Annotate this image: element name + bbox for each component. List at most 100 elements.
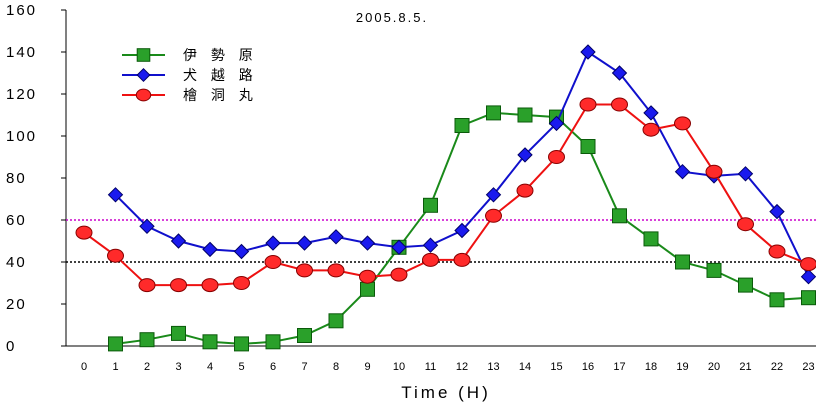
y-tick-label: 20 — [6, 296, 27, 313]
y-tick-label: 120 — [6, 86, 37, 103]
series-1 — [108, 105, 816, 352]
data-point — [201, 278, 219, 293]
data-point — [139, 332, 155, 348]
x-tick-label: 2 — [144, 361, 150, 373]
x-tick-label: 3 — [175, 361, 181, 373]
data-point — [107, 187, 124, 203]
data-point — [738, 277, 753, 293]
data-point — [454, 118, 470, 133]
data-point — [360, 281, 375, 297]
data-point — [75, 225, 93, 240]
data-point — [674, 163, 691, 180]
data-point — [265, 334, 281, 350]
data-point — [486, 105, 501, 121]
x-tick-label: 23 — [802, 361, 814, 373]
y-tick-label: 160 — [6, 2, 37, 19]
data-point — [327, 263, 345, 278]
x-tick-label: 12 — [456, 361, 468, 373]
x-tick-label: 15 — [550, 361, 562, 373]
x-tick-label: 5 — [238, 361, 244, 373]
data-point — [643, 105, 659, 121]
data-point — [517, 147, 533, 163]
data-point — [108, 336, 123, 352]
x-axis-label: Time (H) — [401, 383, 490, 402]
data-point — [737, 166, 754, 182]
x-tick-label: 8 — [333, 361, 339, 373]
y-tick-label: 140 — [6, 44, 37, 61]
data-point — [453, 252, 471, 267]
data-point — [454, 222, 470, 239]
legend-label: 伊 勢 原 — [183, 47, 258, 63]
x-tick-label: 6 — [270, 361, 276, 373]
data-point — [611, 65, 628, 81]
data-point — [138, 278, 156, 293]
data-point — [328, 313, 344, 329]
legend-label: 犬 越 路 — [183, 67, 258, 83]
series-line — [83, 103, 809, 287]
x-tick-label: 7 — [301, 361, 307, 373]
data-point — [612, 208, 627, 224]
legend-marker — [135, 88, 152, 102]
data-point — [548, 115, 565, 132]
x-tick-label: 20 — [708, 361, 720, 373]
x-tick-label: 4 — [207, 361, 213, 373]
legend-marker — [136, 67, 151, 83]
data-point — [359, 235, 376, 251]
data-point — [390, 267, 408, 282]
data-point — [675, 254, 690, 270]
data-point — [297, 328, 312, 343]
x-tick-label: 9 — [364, 361, 370, 373]
data-point — [611, 97, 628, 112]
data-point — [422, 252, 439, 267]
data-point — [768, 244, 786, 259]
y-tick-label: 80 — [6, 170, 27, 187]
x-tick-label: 16 — [582, 361, 594, 373]
legend-item: 犬 越 路 — [122, 67, 258, 83]
series-3 — [75, 97, 816, 293]
data-point — [234, 336, 249, 352]
x-tick-label: 1 — [112, 361, 118, 373]
y-tick-label: 100 — [6, 128, 37, 145]
data-point — [296, 263, 313, 278]
data-point — [548, 150, 565, 164]
data-point — [296, 235, 313, 251]
data-point — [233, 276, 250, 290]
data-point — [485, 208, 502, 223]
y-tick-label: 40 — [6, 254, 27, 271]
data-point — [643, 231, 659, 247]
data-point — [800, 257, 816, 272]
data-point — [516, 183, 534, 198]
data-point — [769, 203, 785, 220]
data-point — [580, 139, 596, 154]
data-point — [107, 248, 124, 263]
data-point — [233, 243, 250, 260]
data-point — [202, 334, 218, 350]
legend-item: 伊 勢 原 — [122, 47, 258, 63]
x-tick-label: 0 — [81, 361, 87, 373]
data-point — [485, 187, 502, 203]
data-point — [737, 217, 754, 232]
data-point — [170, 233, 187, 249]
legend-label: 檜 洞 丸 — [183, 87, 258, 103]
x-tick-label: 22 — [771, 361, 783, 373]
data-point — [800, 268, 816, 285]
x-tick-label: 18 — [645, 361, 657, 373]
data-point — [422, 237, 439, 253]
data-point — [517, 107, 533, 123]
series-2 — [107, 44, 816, 285]
data-point — [579, 97, 597, 112]
data-point — [328, 229, 344, 245]
data-point — [769, 292, 785, 308]
data-point — [202, 241, 218, 258]
data-point — [265, 235, 281, 251]
data-point — [423, 197, 438, 213]
y-tick-label: 60 — [6, 212, 27, 229]
data-point — [674, 116, 691, 131]
reference-lines — [66, 219, 816, 263]
data-point — [359, 269, 376, 284]
x-tick-label: 21 — [739, 361, 751, 373]
data-point — [170, 278, 187, 293]
legend-marker — [136, 48, 151, 62]
